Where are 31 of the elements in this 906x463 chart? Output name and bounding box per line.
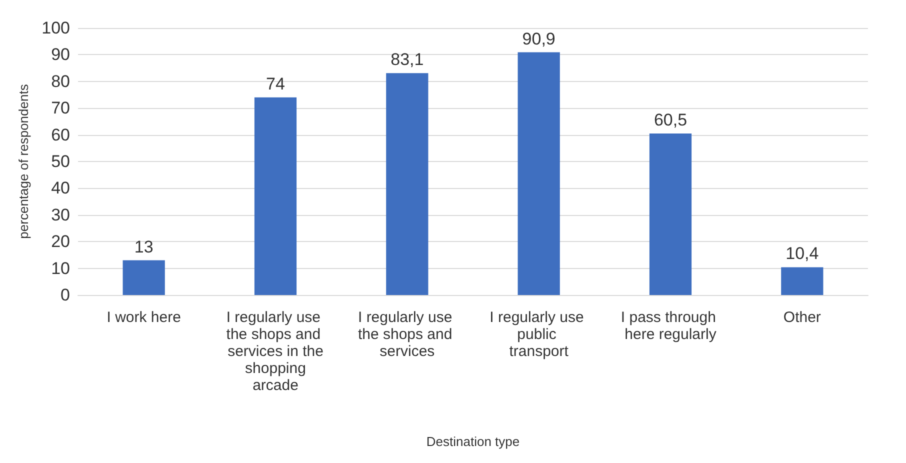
y-tick-label: 60 <box>51 125 70 144</box>
data-label: 10,4 <box>786 244 819 264</box>
data-label: 60,5 <box>654 110 688 130</box>
bar <box>649 133 692 295</box>
x-tick-label: I regularly use public transport <box>490 309 588 360</box>
y-tick-label: 40 <box>51 178 70 198</box>
y-tick-label: 30 <box>51 205 70 224</box>
y-tick-label: 100 <box>42 18 70 38</box>
y-tick-label: 80 <box>51 72 70 91</box>
bar <box>122 260 165 295</box>
y-tick-label: 20 <box>51 232 70 252</box>
y-axis-title: percentage of respondents <box>16 84 31 239</box>
y-tick-label: 70 <box>51 98 70 118</box>
x-tick-label: I pass through here regularly <box>620 309 720 343</box>
bar <box>518 52 560 295</box>
y-tick-label: 10 <box>51 258 70 278</box>
bar <box>781 267 824 295</box>
y-tick-label: 0 <box>60 286 70 304</box>
x-tick-label: Other <box>783 309 821 326</box>
data-label: 83,1 <box>390 50 424 70</box>
x-tick-label: I work here <box>106 309 181 326</box>
x-axis-title: Destination type <box>426 434 520 449</box>
data-label: 90,9 <box>522 29 556 48</box>
data-label: 74 <box>266 74 285 94</box>
y-tick-label: 90 <box>51 45 70 64</box>
bar <box>254 97 297 295</box>
bar <box>386 73 428 295</box>
y-tick-label: 50 <box>51 152 70 171</box>
x-tick-label: I regularly use the shops and services <box>358 309 456 360</box>
x-tick-label: I regularly use the shops and services in the shopping arcade <box>226 309 325 394</box>
data-label: 13 <box>134 237 154 256</box>
